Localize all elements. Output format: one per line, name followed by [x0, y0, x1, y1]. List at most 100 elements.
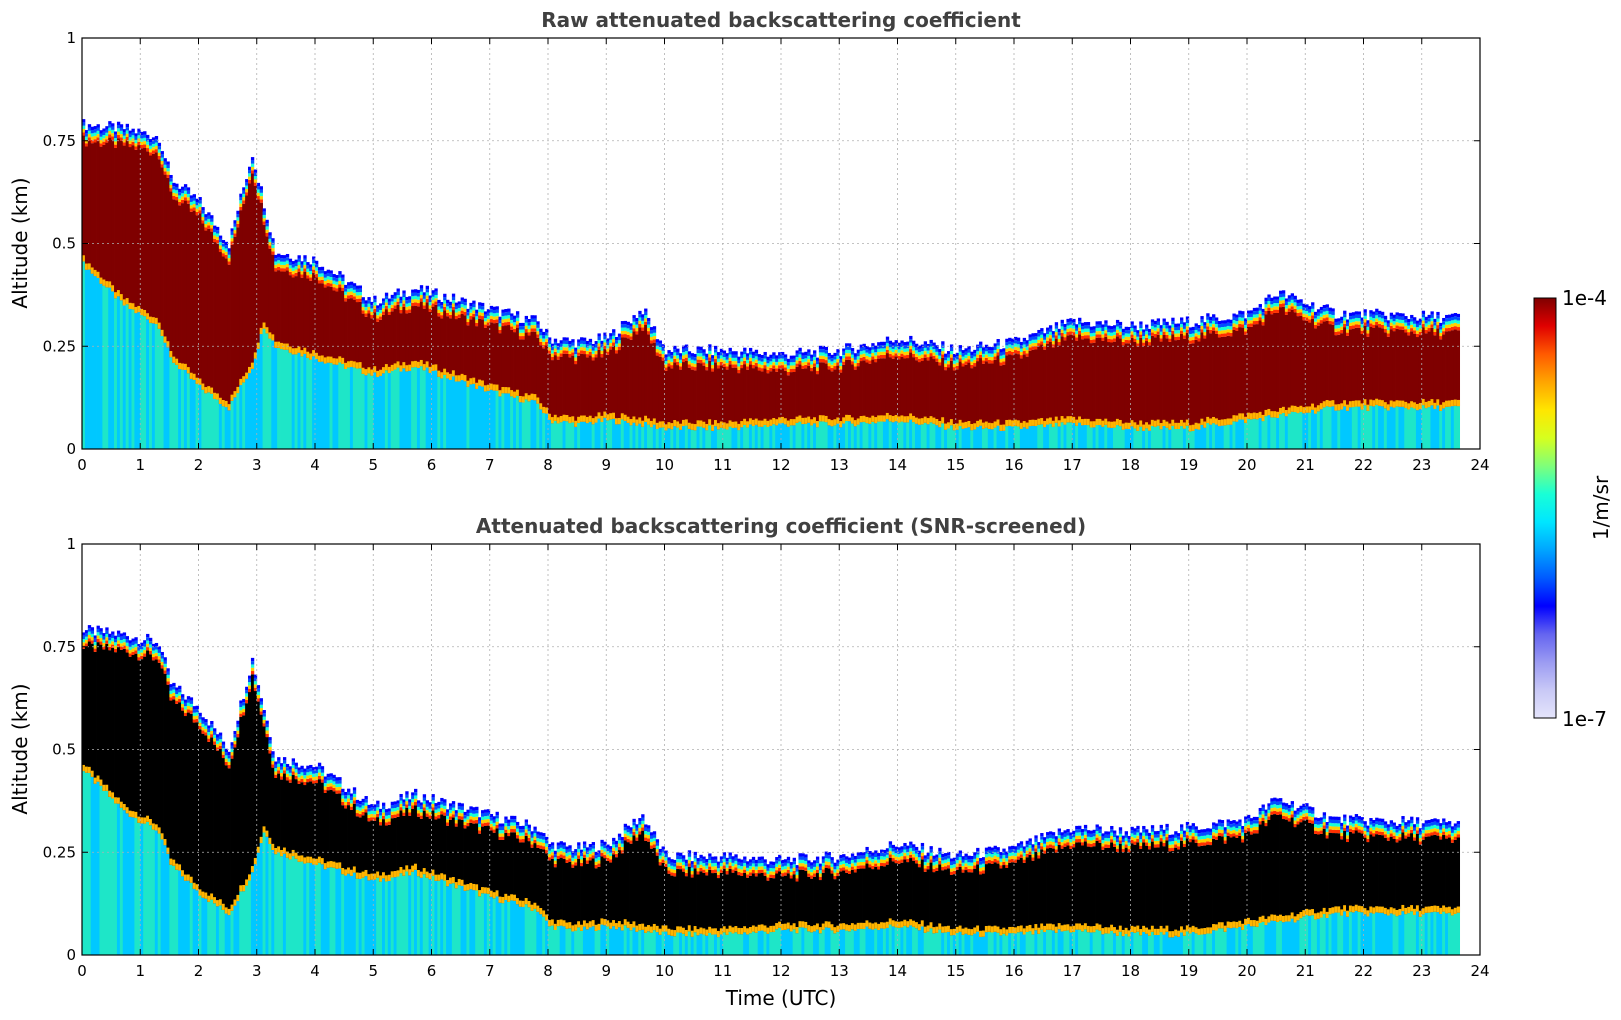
- heatmap-cell-edge: [428, 305, 432, 309]
- heatmap-cell-edge: [1019, 422, 1024, 429]
- heatmap-cell-aerosol: [1139, 426, 1143, 449]
- heatmap-cell-aerosol: [542, 413, 546, 449]
- heatmap-cell-edge: [1439, 329, 1443, 333]
- heatmap-cell-aerosol: [338, 362, 342, 449]
- heatmap-cell-edge: [253, 182, 258, 186]
- heatmap-cell-cloud: [1147, 345, 1152, 431]
- heatmap-cell-edge: [1142, 336, 1146, 340]
- heatmap-cell-aerosol: [1450, 406, 1455, 449]
- heatmap-cell-edge: [245, 182, 249, 186]
- heatmap-cell-edge: [664, 367, 668, 371]
- heatmap-cell-edge: [466, 312, 470, 316]
- heatmap-column: [719, 348, 724, 449]
- heatmap-cell-edge: [1063, 337, 1067, 341]
- heatmap-cell-aerosol: [1421, 405, 1426, 449]
- heatmap-cell-edge: [486, 319, 491, 323]
- x-tick: 17: [1063, 38, 1082, 474]
- heatmap-cell-edge: [84, 633, 89, 637]
- x-tick: 14: [888, 38, 907, 474]
- heatmap-cell-edge: [652, 339, 657, 343]
- heatmap-cell-edge: [428, 308, 432, 312]
- heatmap-cell-cloud: [1019, 358, 1024, 429]
- heatmap-column: [1203, 322, 1207, 449]
- heatmap-cell-cloud: [201, 223, 205, 390]
- heatmap-cell-edge: [448, 305, 453, 309]
- heatmap-cell-edge: [1383, 315, 1388, 320]
- heatmap-column: [676, 348, 680, 449]
- heatmap-cell-edge: [140, 131, 144, 136]
- heatmap-column: [900, 340, 904, 449]
- heatmap-cell-edge: [906, 416, 910, 423]
- heatmap-cell-edge: [967, 356, 971, 360]
- heatmap-cell-aerosol: [1456, 406, 1461, 449]
- heatmap-cell-edge: [987, 422, 992, 429]
- heatmap-cell-edge: [87, 263, 92, 270]
- heatmap-column: [306, 262, 310, 449]
- heatmap-cell-edge: [99, 641, 103, 645]
- heatmap-cell-edge: [131, 811, 135, 818]
- heatmap-cell-edge: [1139, 420, 1143, 427]
- heatmap-cell-edge: [658, 421, 662, 428]
- heatmap-cell-edge: [606, 341, 610, 346]
- heatmap-cell-cloud: [215, 243, 220, 400]
- heatmap-cell-edge: [847, 356, 852, 360]
- heatmap-cell-edge: [105, 136, 109, 140]
- heatmap-cell-edge: [1319, 403, 1324, 410]
- heatmap-cell-edge: [416, 361, 421, 368]
- heatmap-cell-cloud: [530, 331, 534, 400]
- heatmap-cell-edge: [740, 364, 744, 369]
- heatmap-cell-cloud: [577, 355, 581, 423]
- heatmap-cell-edge: [850, 357, 855, 362]
- heatmap-cell-edge: [381, 298, 386, 302]
- heatmap-cell-edge: [224, 248, 229, 252]
- heatmap-cell-cloud: [183, 200, 188, 370]
- heatmap-cell-aerosol: [248, 880, 252, 955]
- heatmap-cell-aerosol: [347, 367, 351, 449]
- heatmap-cell-edge: [571, 345, 575, 350]
- heatmap-cell-edge: [157, 652, 162, 657]
- heatmap-cell-edge: [690, 359, 695, 364]
- heatmap-cell-edge: [976, 347, 980, 352]
- heatmap-cell-edge: [151, 143, 156, 148]
- heatmap-cell-edge: [478, 302, 482, 306]
- heatmap-cell-edge: [632, 318, 636, 322]
- heatmap-cell-edge: [390, 298, 395, 302]
- heatmap-cell-edge: [285, 263, 290, 268]
- heatmap-cell-edge: [1168, 338, 1172, 342]
- heatmap-cell-edge: [1124, 339, 1128, 344]
- heatmap-cell-cloud: [96, 140, 100, 278]
- heatmap-cell-edge: [1264, 409, 1268, 417]
- heatmap-cell-edge: [871, 353, 875, 357]
- heatmap-cell-edge: [472, 307, 476, 311]
- heatmap-cell-edge: [684, 347, 689, 352]
- heatmap-cell-edge: [160, 651, 164, 656]
- heatmap-cell-edge: [737, 356, 741, 360]
- heatmap-cell-edge: [641, 420, 645, 427]
- heatmap-cell-edge: [1270, 301, 1274, 305]
- heatmap-cell-aerosol: [268, 843, 272, 955]
- heatmap-cell-aerosol: [105, 287, 109, 449]
- heatmap-cell-edge: [186, 367, 191, 374]
- heatmap-cell-edge: [504, 315, 508, 319]
- heatmap-column: [1331, 308, 1335, 449]
- heatmap-cell-edge: [1165, 331, 1169, 335]
- heatmap-column: [944, 353, 948, 449]
- heatmap-column: [181, 694, 185, 955]
- heatmap-cell-aerosol: [623, 420, 628, 449]
- heatmap-column: [495, 306, 499, 449]
- heatmap-cell-edge: [414, 289, 418, 293]
- heatmap-cell-edge: [714, 420, 718, 427]
- heatmap-cell-edge: [399, 303, 403, 307]
- heatmap-cell-edge: [906, 341, 910, 345]
- heatmap-column: [367, 297, 371, 449]
- heatmap-cell-edge: [1086, 322, 1091, 326]
- heatmap-cell-aerosol: [434, 370, 438, 449]
- heatmap-cell-edge: [210, 215, 214, 219]
- heatmap-cell-edge: [396, 298, 400, 302]
- heatmap-cell-edge: [970, 364, 974, 369]
- heatmap-cell-edge: [979, 348, 983, 352]
- heatmap-cell-edge: [233, 226, 237, 231]
- heatmap-cell-edge: [1395, 318, 1399, 323]
- heatmap-cell-edge: [166, 171, 170, 175]
- heatmap-cell-cloud: [169, 700, 173, 865]
